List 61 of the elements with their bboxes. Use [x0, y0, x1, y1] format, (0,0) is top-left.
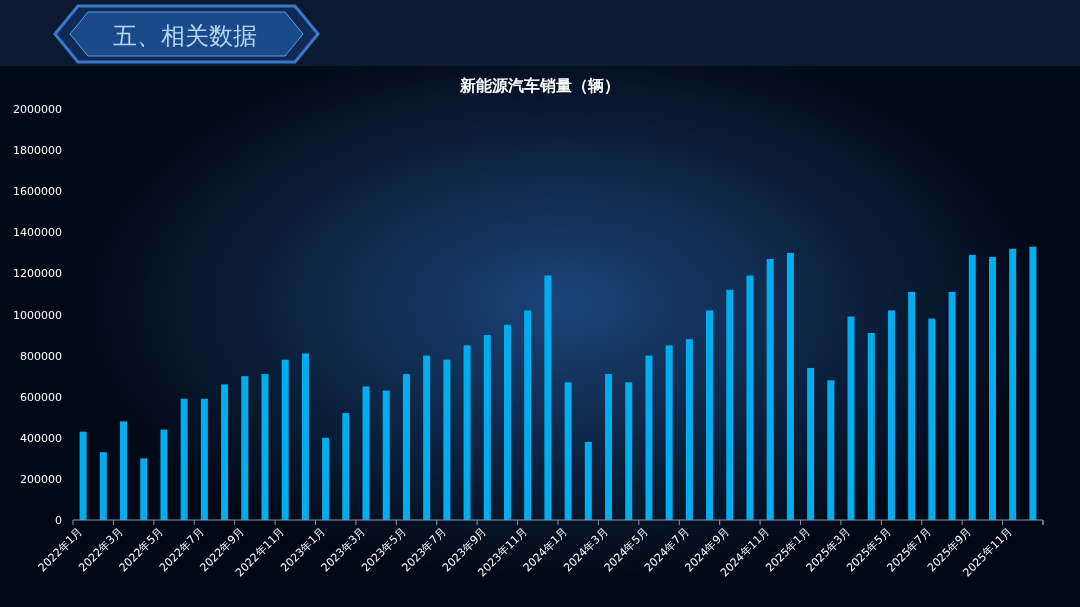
bar: [221, 384, 229, 520]
bar: [887, 310, 895, 520]
bar: [948, 291, 956, 520]
bar: [786, 252, 794, 520]
bar: [241, 376, 249, 520]
bar: [79, 431, 87, 520]
y-tick-label: 600000: [20, 390, 62, 404]
bar: [301, 353, 309, 520]
bar: [564, 382, 572, 520]
bar: [1009, 248, 1017, 520]
y-tick-label: 1800000: [13, 144, 62, 158]
bar: [625, 382, 633, 520]
bar: [503, 324, 511, 520]
bar: [322, 437, 330, 520]
bar: [706, 310, 714, 520]
bar: [908, 291, 916, 520]
y-tick-label: 400000: [20, 431, 62, 445]
chart-title: 新能源汽车销量（辆）: [459, 76, 620, 95]
bar: [988, 256, 996, 520]
bar: [665, 345, 673, 520]
y-tick-label: 1200000: [13, 267, 62, 281]
text: 五、相关数据: [113, 22, 257, 50]
bar: [423, 355, 431, 520]
bar: [645, 355, 653, 520]
bar: [605, 374, 613, 520]
bar: [180, 398, 188, 520]
bar: [928, 318, 936, 520]
bar: [867, 333, 875, 520]
bar: [443, 359, 451, 520]
bar: [726, 289, 734, 520]
y-tick-label: 800000: [20, 349, 62, 363]
bar: [746, 275, 754, 520]
bar: [524, 310, 532, 520]
bar: [281, 359, 289, 520]
y-tick-label: 1400000: [13, 226, 62, 240]
bar: [827, 380, 835, 520]
bar: [99, 452, 107, 520]
y-tick-label: 0: [55, 514, 62, 527]
y-tick-label: 200000: [20, 472, 62, 486]
bar: [584, 441, 592, 520]
bar: [402, 374, 410, 520]
bar: [847, 316, 855, 520]
y-tick-label: 2000000: [13, 103, 62, 116]
bar: [968, 254, 976, 520]
bar: [483, 335, 491, 520]
bar: [685, 339, 693, 520]
bar: [160, 429, 168, 520]
bar: [382, 390, 390, 520]
bar: [342, 413, 350, 520]
bar: [200, 398, 208, 520]
bar: [463, 345, 471, 520]
bar: [261, 374, 269, 520]
y-tick-label: 1600000: [13, 185, 62, 199]
bar: [120, 421, 128, 520]
bar: [807, 367, 815, 520]
bar: [1029, 246, 1037, 520]
y-tick-label: 1000000: [13, 308, 62, 322]
bar: [766, 259, 774, 520]
bar: [140, 458, 148, 520]
bar: [362, 386, 370, 520]
bar: [544, 275, 552, 520]
